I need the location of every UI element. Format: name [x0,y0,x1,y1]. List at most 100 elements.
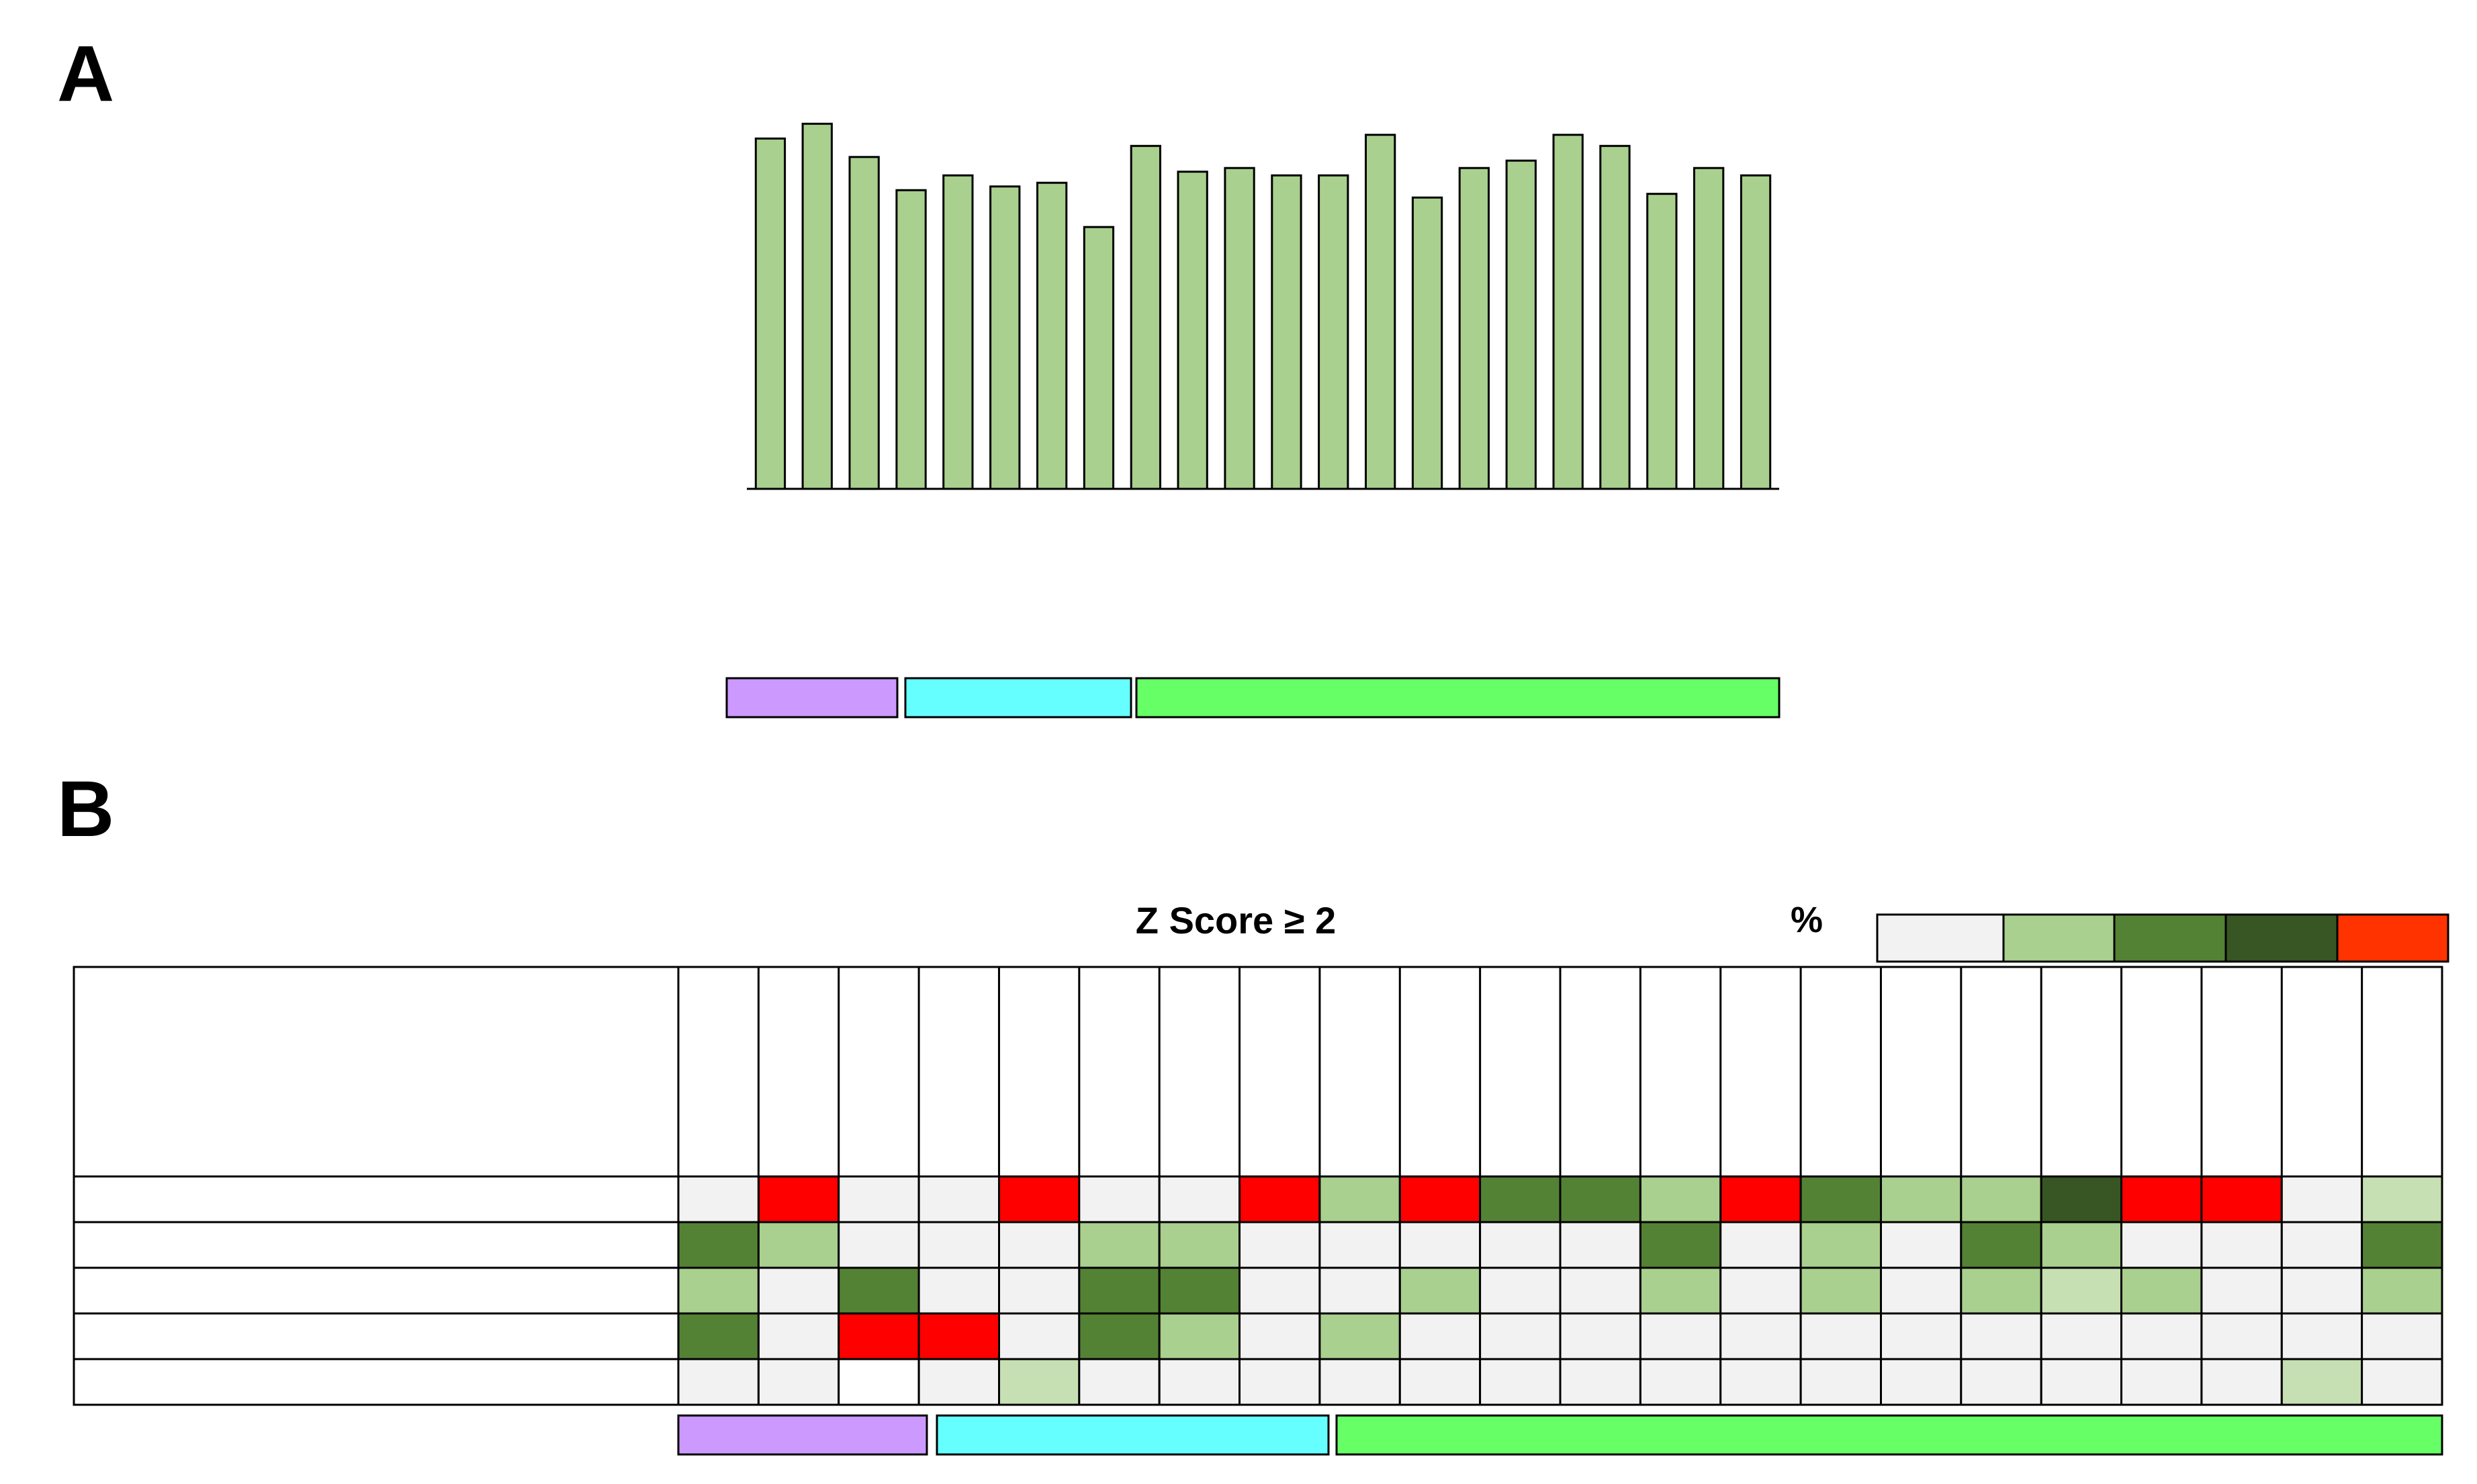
heatmap-cell [1960,1312,2042,1360]
heatmap-cell [1559,1221,1641,1269]
heatmap-title: Z Score ≥ 2 [1136,899,1336,941]
bar-LpS7842 [1224,167,1255,490]
bar-LpS7762 [1177,171,1208,490]
heatmap-cell [1318,1266,1401,1315]
heatmap-cell [1398,1358,1482,1406]
heatmap-cell [1078,1221,1161,1269]
heatmap-cell [1960,1358,2042,1406]
bar-LpBON94 [1411,196,1443,490]
heatmap-cell [2120,1266,2203,1315]
heatmap-cell [1078,1312,1161,1360]
heatmap-cell [998,1175,1081,1223]
heatmap-cell [1238,1175,1321,1223]
heatmap-cell [2280,1358,2363,1406]
heatmap-cell [1559,1312,1641,1360]
heatmap-cell [677,1312,760,1360]
heatmap-cell [1639,1358,1722,1406]
heatmap-cell [1799,1266,1883,1315]
heatmap-cell [1559,1175,1641,1223]
bar-SRR10246848 [801,122,833,490]
heatmap-cell [917,1221,1000,1269]
heatmap-cell [1398,1175,1482,1223]
bar-LpS8072 [989,185,1021,490]
heatmap-cell [2200,1175,2283,1223]
heatmap-cell [1158,1175,1241,1223]
heatmap-cell [1799,1221,1883,1269]
panel-label-b: B [57,765,114,853]
heatmap-cell [2040,1175,2123,1223]
heatmap-cell [917,1312,1000,1360]
heatmap-cell [1238,1221,1321,1269]
heatmap-cell [998,1358,1081,1406]
heatmap-cell [2040,1358,2123,1406]
heatmap-cell [1238,1266,1321,1315]
legend-swatch-60-80 [2224,913,2339,963]
heatmap-cell [1078,1358,1161,1406]
heatmap-cell [1799,1312,1883,1360]
heatmap-header-frame [73,966,2443,1178]
heatmap-clade-bar-1 [677,1414,928,1456]
heatmap-cell [1559,1358,1641,1406]
heatmap-cell [2040,1266,2123,1315]
heatmap-cell [1719,1175,1802,1223]
bar-LpS8046 [942,174,974,490]
heatmap-cell [1398,1221,1482,1269]
heatmap-cell [838,1312,920,1360]
heatmap-cell [1479,1221,1562,1269]
heatmap-cell [677,1221,760,1269]
bar-chart-clade-bars [725,677,1781,718]
bar-LpS8131 [1083,226,1115,490]
heatmap-cell [2200,1358,2283,1406]
heatmap-cell [1479,1175,1562,1223]
heatmap-cell [1719,1266,1802,1315]
heatmap-cell [838,1221,920,1269]
heatmap-cell [1479,1358,1562,1406]
heatmap-cell [2280,1175,2363,1223]
heatmap-cell [2120,1312,2203,1360]
panel-label-a: A [57,30,114,118]
heatmap-cell [677,1175,760,1223]
heatmap-cell [1880,1312,1963,1360]
bar-LpS8144 [1740,174,1772,490]
heatmap-cell [677,1358,760,1406]
heatmap-cell [677,1266,760,1315]
heatmap-cell [917,1175,1000,1223]
clade-bar-1 [725,677,899,718]
heatmap-cell [2200,1312,2283,1360]
bar-LpS8117 [1599,144,1631,490]
heatmap-cell [1158,1312,1241,1360]
heatmap-cell [1880,1221,1963,1269]
heatmap-cell [2040,1221,2123,1269]
heatmap-cell [1719,1312,1802,1360]
heatmap-cell [757,1266,840,1315]
heatmap-cell [1479,1312,1562,1360]
clade-bar-3 [1135,677,1781,718]
heatmap-cell [1960,1266,2042,1315]
heatmap-cell [757,1221,840,1269]
bar-SRR10246849 [848,156,880,490]
heatmap-cell [2040,1312,2123,1360]
heatmap-cell [1880,1358,1963,1406]
heatmap-clade-bars [677,1414,2443,1456]
heatmap-cell [1799,1175,1883,1223]
row-label-cell [73,1221,680,1269]
heatmap-cell [2280,1221,2363,1269]
heatmap-cell [1318,1312,1401,1360]
heatmap-cell [998,1266,1081,1315]
heatmap-cell [1639,1266,1722,1315]
heatmap-cell [998,1312,1081,1360]
heatmap-cell [1960,1175,2042,1223]
heatmap-cell [2120,1175,2203,1223]
heatmap-cell [2361,1358,2443,1406]
bar-LpS8136 [1693,167,1725,490]
heatmap-cell [1318,1358,1401,1406]
go-term-heatmap [73,966,2443,1406]
heatmap-cell [1799,1358,1883,1406]
bar-LpS8087 [1552,134,1584,490]
cnv-bar-chart [747,122,1779,490]
heatmap-cell [1158,1221,1241,1269]
legend-swatch-0 [1876,913,2005,963]
heatmap-cell [1238,1312,1321,1360]
bar-LpS8036 [895,189,927,490]
